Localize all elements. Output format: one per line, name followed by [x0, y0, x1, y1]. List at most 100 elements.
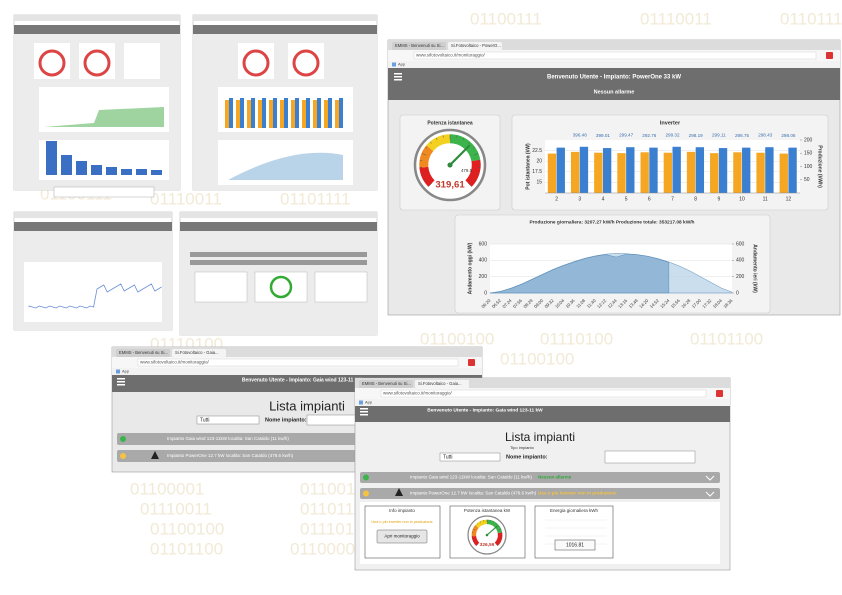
- gauge-tick: [421, 153, 427, 156]
- filter-select[interactable]: [196, 415, 260, 425]
- page-title: Benvenuto Utente - Impianto: PowerOne 33…: [547, 75, 681, 81]
- browser-tab: [116, 349, 170, 357]
- y2-tick-label: 50: [804, 177, 810, 183]
- thumb-bar: [236, 100, 240, 128]
- x-tick-label: 09:32: [543, 298, 555, 310]
- gauge-tick: [495, 523, 498, 525]
- list-title: Lista impianti: [269, 398, 345, 413]
- bar: [547, 153, 557, 193]
- bookmark: App: [398, 62, 406, 67]
- thumb-bar: [273, 98, 277, 128]
- gauge-hub: [485, 533, 489, 537]
- y-tick-label: 200: [479, 274, 488, 280]
- y-tick-label: 17.5: [532, 169, 542, 175]
- thumb-bar: [240, 98, 244, 128]
- url-field: [380, 389, 707, 398]
- page-header: [355, 406, 730, 422]
- gauge-tick: [425, 146, 428, 149]
- filter-value: Tutti: [443, 454, 453, 460]
- y2-tick-label: 100: [804, 164, 813, 170]
- x-tick-label: 10:36: [565, 298, 577, 310]
- area: [489, 253, 670, 294]
- data-label: 298.19: [689, 133, 703, 138]
- filter-label: Tipo impianto: [510, 445, 535, 450]
- thumb-bar: [151, 170, 162, 175]
- gauge-tick: [476, 523, 479, 525]
- thumb-gauge: [269, 275, 293, 299]
- bar: [626, 147, 635, 193]
- status-dot: [363, 490, 369, 497]
- data-label: 298.75: [735, 133, 749, 138]
- gauge-needle: [448, 144, 471, 167]
- expand-icon: [705, 491, 715, 497]
- bookmarks-bar: [388, 61, 840, 68]
- filter-select[interactable]: [439, 452, 501, 462]
- thumb-bar: [262, 98, 266, 128]
- background-digits: 01100111: [470, 9, 542, 28]
- data-label: 299.47: [619, 133, 633, 138]
- y2-tick-label: 0: [736, 290, 739, 296]
- bar: [602, 148, 612, 193]
- gauge-tick: [430, 141, 432, 144]
- thumb-panel: [314, 271, 368, 303]
- x-tick-label: 16:28: [680, 298, 692, 310]
- gauge-tick: [493, 521, 495, 523]
- gauge-tick: [473, 542, 476, 544]
- gauge-tick: [498, 542, 501, 544]
- plant-row: [360, 488, 720, 499]
- y2-axis-label: Andamento ieri (kW): [752, 244, 758, 293]
- background-digits: 01110011: [640, 9, 712, 28]
- gauge-band: [419, 145, 434, 168]
- gauge-tick: [498, 528, 502, 531]
- y-tick-label: 22.5: [532, 148, 542, 154]
- info-text: Una o più inverter non in produzione: [371, 520, 432, 524]
- thumb-tabs: [180, 212, 377, 218]
- x-tick-label: 14:52: [649, 298, 661, 310]
- plant-name: Impianto PowerOne 12.7 kW localita: San …: [410, 491, 537, 496]
- x-tick-label: 8: [694, 196, 697, 202]
- data-label: 299.32: [665, 133, 679, 138]
- bar: [594, 152, 603, 193]
- y-tick-label: 400: [479, 258, 488, 264]
- y-axis-label: Andamento oggi (kW): [467, 242, 473, 294]
- bar: [756, 152, 765, 193]
- x-tick-label: 11:08: [575, 298, 586, 309]
- thumb-bar: [61, 155, 72, 175]
- background-digits: 01110011: [140, 499, 212, 518]
- gauge-band: [471, 525, 479, 537]
- x-tick-label: 17:32: [701, 298, 713, 310]
- name-input: [604, 450, 696, 464]
- menu-icon: [117, 384, 125, 386]
- thumb-bar: [335, 100, 339, 128]
- gauge-tick: [472, 528, 476, 531]
- thumb-area: [228, 152, 343, 180]
- thumb-bar: [306, 98, 310, 128]
- warning-icon: [395, 488, 403, 496]
- thumb-bar: [317, 98, 321, 128]
- bar: [663, 152, 673, 193]
- bar: [640, 152, 649, 193]
- x-tick-label: 12:12: [596, 298, 608, 310]
- menu-icon: [394, 79, 402, 81]
- x-tick-label: 10: [739, 196, 745, 202]
- plant-row: [360, 472, 720, 483]
- status-dot: [120, 436, 126, 442]
- x-tick-label: 11:40: [586, 298, 597, 309]
- data-label: 298.06: [781, 133, 795, 138]
- plant-row: [117, 450, 357, 462]
- background-digits: 01110100: [540, 329, 613, 348]
- panel-title: Energia giornaliera kWh: [550, 508, 599, 513]
- tab-bar: [388, 40, 840, 50]
- open-button[interactable]: [376, 529, 428, 544]
- gauge-tick: [423, 179, 427, 182]
- background-digits: 01101111: [280, 189, 351, 208]
- tab-title: EMMS - Benvenuti su Si...: [362, 381, 411, 386]
- background-digits: 01110011: [150, 189, 222, 208]
- gauge-max: 479.5: [461, 168, 473, 173]
- chart-title: Produzione giornaliera: 3207.27 kW/h Pro…: [529, 219, 694, 225]
- tab-bar: [355, 378, 730, 388]
- gauge-tick: [474, 525, 476, 527]
- data-label: 292.76: [642, 133, 656, 138]
- gauge-band: [486, 519, 503, 534]
